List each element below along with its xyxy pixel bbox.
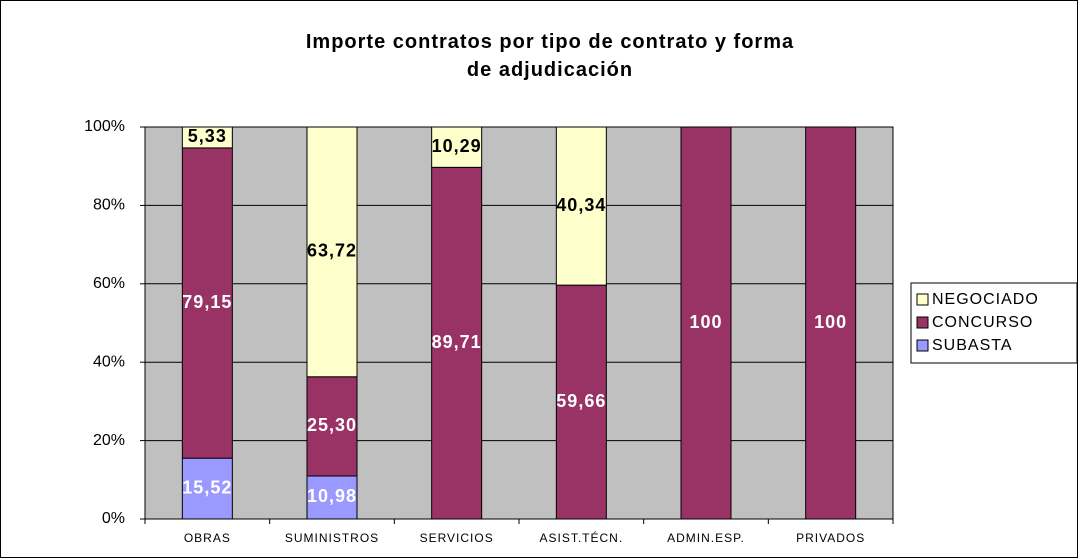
legend-label: NEGOCIADO: [932, 291, 1039, 308]
y-tick-label: 60%: [93, 275, 125, 292]
data-label: 15,52: [182, 477, 232, 497]
plot-area: [145, 127, 893, 519]
legend-box: [910, 282, 1078, 364]
y-tick-label: 0%: [102, 510, 125, 527]
y-tick-label: 80%: [93, 197, 125, 214]
x-tick-label: OBRAS: [184, 531, 231, 545]
bar-segment: [306, 376, 358, 477]
bar-segment: [306, 126, 358, 378]
bar-segment: [181, 147, 233, 459]
bar-segment: [181, 457, 233, 520]
data-label: 10,98: [307, 486, 357, 506]
bar-segment: [680, 126, 732, 520]
data-label: 100: [814, 312, 847, 332]
data-label: 100: [689, 312, 722, 332]
legend-label: SUBASTA: [932, 337, 1013, 354]
bar-segment: [181, 126, 233, 149]
legend-swatch: [916, 316, 929, 329]
data-label: 10,29: [432, 136, 482, 156]
bar-segment: [555, 126, 607, 286]
x-tick-label: ADMIN.ESP.: [667, 531, 745, 545]
y-tick-label: 20%: [93, 432, 125, 449]
bar-segment: [805, 126, 857, 520]
y-tick-label: 100%: [84, 118, 125, 135]
y-tick-label: 40%: [93, 353, 125, 370]
data-label: 59,66: [556, 391, 606, 411]
x-tick-label: SUMINISTROS: [285, 531, 379, 545]
bar-segment: [431, 166, 483, 520]
data-label: 25,30: [307, 415, 357, 435]
x-tick-label: PRIVADOS: [796, 531, 865, 545]
data-label: 40,34: [556, 195, 606, 215]
chart-title: Importe contratos por tipo de contrato y…: [305, 31, 795, 81]
bar-segment: [306, 475, 358, 520]
legend-swatch: [916, 339, 929, 352]
x-tick-label: SERVICIOS: [420, 531, 494, 545]
x-tick-label: ASIST.TÉCN.: [539, 530, 623, 545]
bar-segment: [431, 126, 483, 168]
data-label: 5,33: [188, 126, 227, 146]
legend-label: CONCURSO: [932, 314, 1033, 331]
legend-swatch: [916, 293, 929, 306]
data-label: 63,72: [307, 241, 357, 261]
data-label: 79,15: [182, 292, 232, 312]
data-label: 89,71: [432, 332, 482, 352]
